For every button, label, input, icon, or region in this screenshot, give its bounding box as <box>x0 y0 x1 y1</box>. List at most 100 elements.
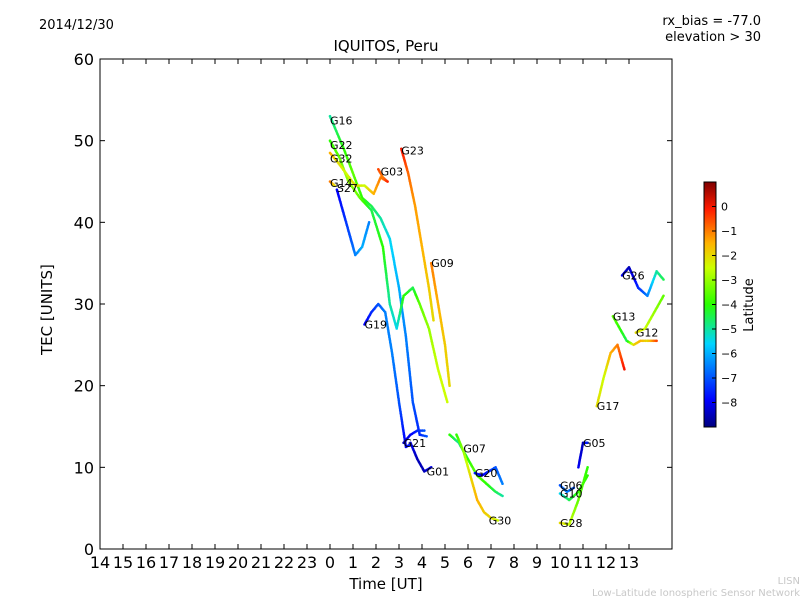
tec-point <box>366 317 369 321</box>
tec-point <box>449 434 453 438</box>
tec-point <box>441 327 444 331</box>
tec-point <box>353 183 356 186</box>
tec-point <box>365 186 369 189</box>
tec-point <box>423 315 426 318</box>
tec-point <box>398 311 402 315</box>
tec-point <box>401 299 404 302</box>
tec-point <box>447 379 451 383</box>
tec-point <box>392 364 396 367</box>
tec-point <box>436 368 440 371</box>
tec-point <box>382 256 386 260</box>
tec-point <box>421 311 425 315</box>
tec-point <box>414 211 418 214</box>
tec-point <box>443 391 447 395</box>
x-tick-label: 7 <box>486 553 496 572</box>
tec-point <box>416 422 419 426</box>
tec-point <box>662 294 665 298</box>
tec-point <box>416 429 419 432</box>
tec-point <box>387 331 390 334</box>
tec-point <box>656 304 660 307</box>
tec-point <box>400 305 403 309</box>
tec-point <box>418 233 422 236</box>
tec-point <box>628 341 631 344</box>
tec-point <box>488 469 492 472</box>
tec-point <box>443 342 447 345</box>
tec-point <box>644 339 647 343</box>
tec-point <box>402 296 405 299</box>
tec-point <box>396 322 400 326</box>
tec-point <box>419 236 422 239</box>
tec-point <box>423 316 427 320</box>
tec-point <box>378 179 381 182</box>
tec-point <box>482 480 486 483</box>
tec-point <box>477 473 481 476</box>
tec-point <box>367 202 371 206</box>
tec-point <box>331 122 335 125</box>
tec-point <box>411 402 415 405</box>
tec-point <box>420 466 424 469</box>
tec-point <box>385 318 388 322</box>
tec-point <box>397 283 400 286</box>
tec-point <box>428 328 431 332</box>
tec-point <box>623 335 626 339</box>
y-tick-label: 10 <box>74 458 94 477</box>
tec-point <box>583 475 587 479</box>
tec-point <box>339 203 343 207</box>
tec-point <box>657 272 660 276</box>
tec-point <box>408 367 411 370</box>
tec-point <box>432 276 435 279</box>
tec-point <box>384 267 387 271</box>
tec-point <box>577 464 580 468</box>
tec-point <box>406 354 410 358</box>
tec-point <box>388 301 391 304</box>
track-g22 <box>328 139 449 404</box>
tec-point <box>621 363 625 367</box>
tec-point <box>430 266 434 270</box>
tec-point <box>653 310 656 314</box>
tec-point <box>649 286 652 290</box>
y-tick-label: 50 <box>74 132 94 151</box>
tec-point <box>429 298 433 302</box>
tec-point <box>652 339 655 343</box>
tec-point <box>330 142 333 145</box>
tec-point <box>585 467 589 471</box>
tec-point <box>348 232 351 236</box>
tec-point <box>387 290 390 293</box>
tec-point <box>336 161 340 164</box>
tec-point <box>408 370 411 374</box>
tec-point <box>625 339 628 343</box>
tec-point <box>585 441 588 445</box>
tec-point <box>379 217 382 220</box>
tec-point <box>576 501 579 505</box>
track-g17 <box>595 343 626 408</box>
tec-point <box>580 446 584 449</box>
tec-point <box>419 237 423 241</box>
tec-point <box>403 330 407 334</box>
tec-point <box>455 434 459 438</box>
tec-point <box>619 355 623 359</box>
tec-point <box>570 515 574 519</box>
tec-point <box>363 198 366 202</box>
tec-point <box>621 332 625 336</box>
tec-point <box>440 382 444 385</box>
tec-point <box>393 367 396 371</box>
tec-point <box>417 428 421 432</box>
tec-point <box>446 400 449 404</box>
tec-point <box>407 176 411 180</box>
x-tick-label: 9 <box>532 553 542 572</box>
tec-point <box>439 316 442 320</box>
tec-point <box>474 492 477 496</box>
tec-point <box>462 451 466 454</box>
tec-point <box>430 306 434 310</box>
track-g03 <box>377 168 389 183</box>
tec-point <box>374 186 378 190</box>
tec-point <box>580 486 584 489</box>
tec-point <box>397 402 401 405</box>
tec-point <box>398 314 401 318</box>
tec-point <box>338 163 342 167</box>
tec-point <box>380 173 383 176</box>
tec-point <box>580 447 584 451</box>
tec-point <box>403 324 406 327</box>
tec-point <box>362 201 366 204</box>
tec-point <box>437 369 440 373</box>
